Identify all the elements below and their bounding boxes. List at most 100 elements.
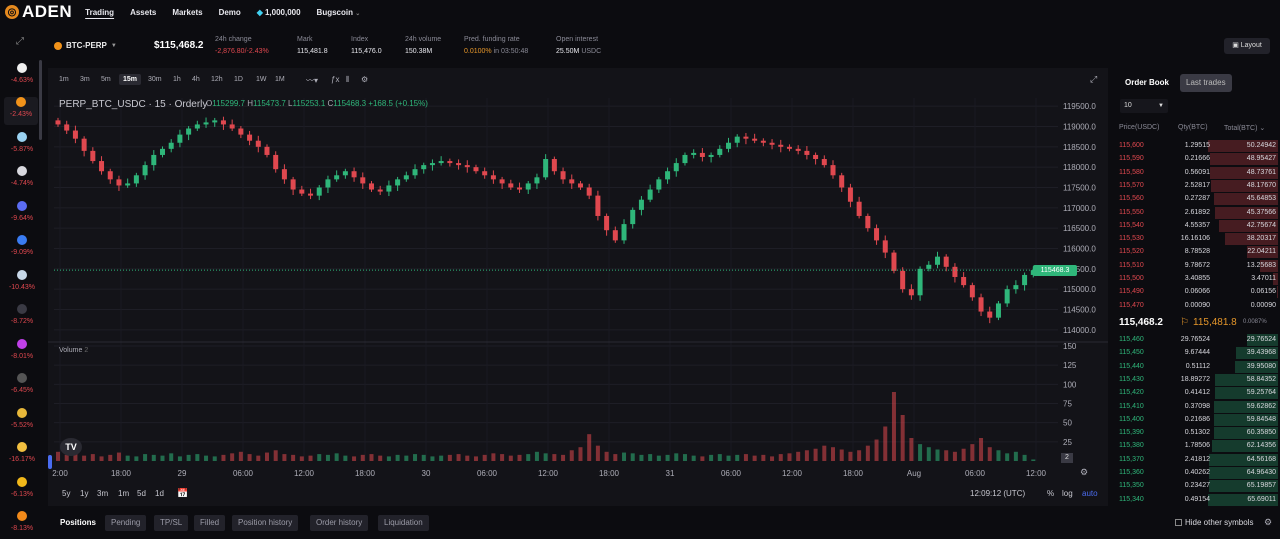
candle-type-icon[interactable]: ⫴	[346, 75, 350, 84]
market-item[interactable]: -4.63%	[0, 62, 44, 84]
utc-clock[interactable]: 12:09:12 (UTC)	[970, 489, 1026, 498]
symbol-selector[interactable]: BTC-PERP ▼	[54, 41, 117, 50]
nav-bugscoin[interactable]: Bugscoin ⌄	[317, 8, 361, 17]
market-item[interactable]: -5.52%	[0, 407, 44, 429]
fullscreen-icon[interactable]: ⤢	[1090, 74, 1098, 84]
market-item[interactable]: -16.17%	[0, 442, 44, 463]
ask-row[interactable]: 115,500 3.40855 3.47011	[1116, 272, 1280, 285]
ask-row[interactable]: 115,570 2.52817 48.17670	[1116, 179, 1280, 192]
market-item[interactable]: -4.74%	[0, 166, 44, 187]
panel-resize-handle[interactable]	[48, 455, 52, 469]
bid-row[interactable]: 115,350 0.23427 65.19857	[1116, 479, 1280, 493]
ask-row[interactable]: 115,490 0.06066 0.06156	[1116, 285, 1280, 299]
tab-position-history[interactable]: Position history	[232, 515, 299, 531]
market-item[interactable]: -8.13%	[0, 511, 44, 532]
bid-row[interactable]: 115,340 0.49154 65.69011	[1116, 493, 1280, 506]
nav-demo[interactable]: Demo	[218, 7, 241, 17]
hide-other-symbols[interactable]: Hide other symbols	[1175, 518, 1253, 527]
ask-row[interactable]: 115,510 9.78672 13.25683	[1116, 259, 1280, 272]
timeframe-3m[interactable]: 3m	[80, 76, 90, 83]
ask-row[interactable]: 115,540 4.55357 42.75674	[1116, 219, 1280, 232]
volume-bar	[569, 450, 574, 461]
market-item[interactable]: -5.87%	[0, 131, 44, 153]
ask-row[interactable]: 115,470 0.00090 0.00090	[1116, 299, 1280, 312]
fx-indicators-icon[interactable]: ƒx	[331, 75, 340, 84]
range-5d[interactable]: 5d	[137, 489, 146, 498]
bid-row[interactable]: 115,390 0.51302 60.35850	[1116, 426, 1280, 440]
range-5y[interactable]: 5y	[62, 489, 71, 498]
tab-pending[interactable]: Pending	[105, 515, 147, 531]
ask-row[interactable]: 115,600 1.29515 50.24942	[1116, 139, 1280, 152]
timeframe-1D[interactable]: 1D	[234, 76, 243, 83]
timeframe-5m[interactable]: 5m	[101, 76, 111, 83]
market-item[interactable]: -9.09%	[0, 235, 44, 256]
tradingview-logo[interactable]: TV	[60, 438, 82, 456]
ask-row[interactable]: 115,580 0.56091 48.73761	[1116, 166, 1280, 179]
layout-button[interactable]: ▣ Layout	[1224, 38, 1270, 54]
range-1d[interactable]: 1d	[155, 489, 164, 498]
log-toggle[interactable]: log	[1062, 489, 1073, 498]
bid-row[interactable]: 115,370 2.41812 64.56168	[1116, 453, 1280, 466]
market-item[interactable]: -2.43%	[4, 97, 38, 125]
market-item[interactable]: -8.72%	[0, 304, 44, 325]
timeframe-30m[interactable]: 30m	[148, 76, 162, 83]
candle-body	[255, 140, 261, 147]
nav-markets[interactable]: Markets	[172, 7, 203, 17]
tab-filled[interactable]: Filled	[194, 515, 226, 531]
settings-icon[interactable]: ⚙	[1264, 517, 1273, 527]
bid-row[interactable]: 115,460 29.76524 29.76524	[1116, 333, 1280, 346]
tab-positions[interactable]: Positions	[60, 518, 97, 527]
tab-last-trades[interactable]: Last trades	[1180, 74, 1232, 92]
ask-row[interactable]: 115,520 8.78528 22.04211	[1116, 245, 1280, 259]
tab-order-history[interactable]: Order history	[310, 515, 369, 531]
nav-trading[interactable]: Trading	[85, 7, 115, 17]
tab-order-book[interactable]: Order Book	[1125, 78, 1170, 87]
expand-icon[interactable]: ⤢	[16, 36, 24, 47]
market-item[interactable]: -8.01%	[0, 338, 44, 360]
bid-row[interactable]: 115,440 0.51112 39.95080	[1116, 360, 1280, 373]
percent-toggle[interactable]: %	[1047, 489, 1055, 498]
bid-row[interactable]: 115,400 0.21686 59.84548	[1116, 413, 1280, 426]
settings-icon[interactable]: ⚙	[361, 75, 369, 84]
bid-row[interactable]: 115,410 0.37098 59.62862	[1116, 400, 1280, 413]
qty: 16.16106	[1180, 235, 1210, 243]
ask-row[interactable]: 115,590 0.21666 48.95427	[1116, 152, 1280, 166]
price-chart[interactable]: 119500.0 119000.0 118500.0 118000.0 117500.0…	[48, 93, 1108, 483]
bid-row[interactable]: 115,360 0.40262 64.96430	[1116, 466, 1280, 479]
range-1m[interactable]: 1m	[118, 489, 130, 498]
indicator-icon[interactable]: 〰▾	[306, 76, 319, 85]
time-settings-icon[interactable]: ⚙	[1080, 467, 1089, 477]
bid-row[interactable]: 115,380 1.78506 62.14356	[1116, 439, 1280, 453]
timeframe-1m[interactable]: 1m	[59, 76, 69, 83]
nav-assets[interactable]: Assets	[130, 7, 157, 17]
calendar-icon[interactable]: 📅	[177, 488, 189, 498]
tab-liquidation[interactable]: Liquidation	[378, 515, 429, 531]
bid-row[interactable]: 115,450 9.67444 39.43968	[1116, 346, 1280, 360]
auto-toggle[interactable]: auto	[1082, 489, 1098, 498]
timeframe-15m[interactable]: 15m	[119, 74, 142, 85]
market-item[interactable]: -9.64%	[0, 200, 44, 222]
ask-row[interactable]: 115,550 2.61892 45.37566	[1116, 206, 1280, 219]
ask-row[interactable]: 115,530 16.16106 38.20317	[1116, 232, 1280, 246]
candle-body	[360, 177, 366, 184]
market-item[interactable]: -6.45%	[0, 373, 44, 394]
timeframe-4h[interactable]: 4h	[192, 76, 200, 83]
tab-tp-sl[interactable]: TP/SL	[154, 515, 189, 531]
depth-select[interactable]: 10 ▼	[1120, 99, 1168, 113]
timeframe-1W[interactable]: 1W	[256, 76, 267, 83]
timeframe-12h[interactable]: 12h	[211, 76, 223, 83]
nav-points[interactable]: ◆ 1,000,000	[257, 8, 301, 17]
checkbox[interactable]	[1175, 519, 1182, 526]
timeframe-1M[interactable]: 1M	[275, 76, 285, 83]
market-item[interactable]: -6.13%	[0, 476, 44, 498]
market-item[interactable]: -10.43%	[0, 269, 44, 291]
ask-row[interactable]: 115,560 0.27287 45.64853	[1116, 192, 1280, 206]
bid-row[interactable]: 115,430 18.89272 58.84352	[1116, 373, 1280, 386]
bid-row[interactable]: 115,420 0.41412 59.25764	[1116, 386, 1280, 400]
brand-logo[interactable]: ◎ ADEN	[5, 2, 72, 22]
range-3m[interactable]: 3m	[97, 489, 109, 498]
range-1y[interactable]: 1y	[80, 489, 89, 498]
sidebar-scrollbar[interactable]	[39, 60, 42, 140]
price: 115,340	[1119, 495, 1144, 503]
timeframe-1h[interactable]: 1h	[173, 76, 181, 83]
